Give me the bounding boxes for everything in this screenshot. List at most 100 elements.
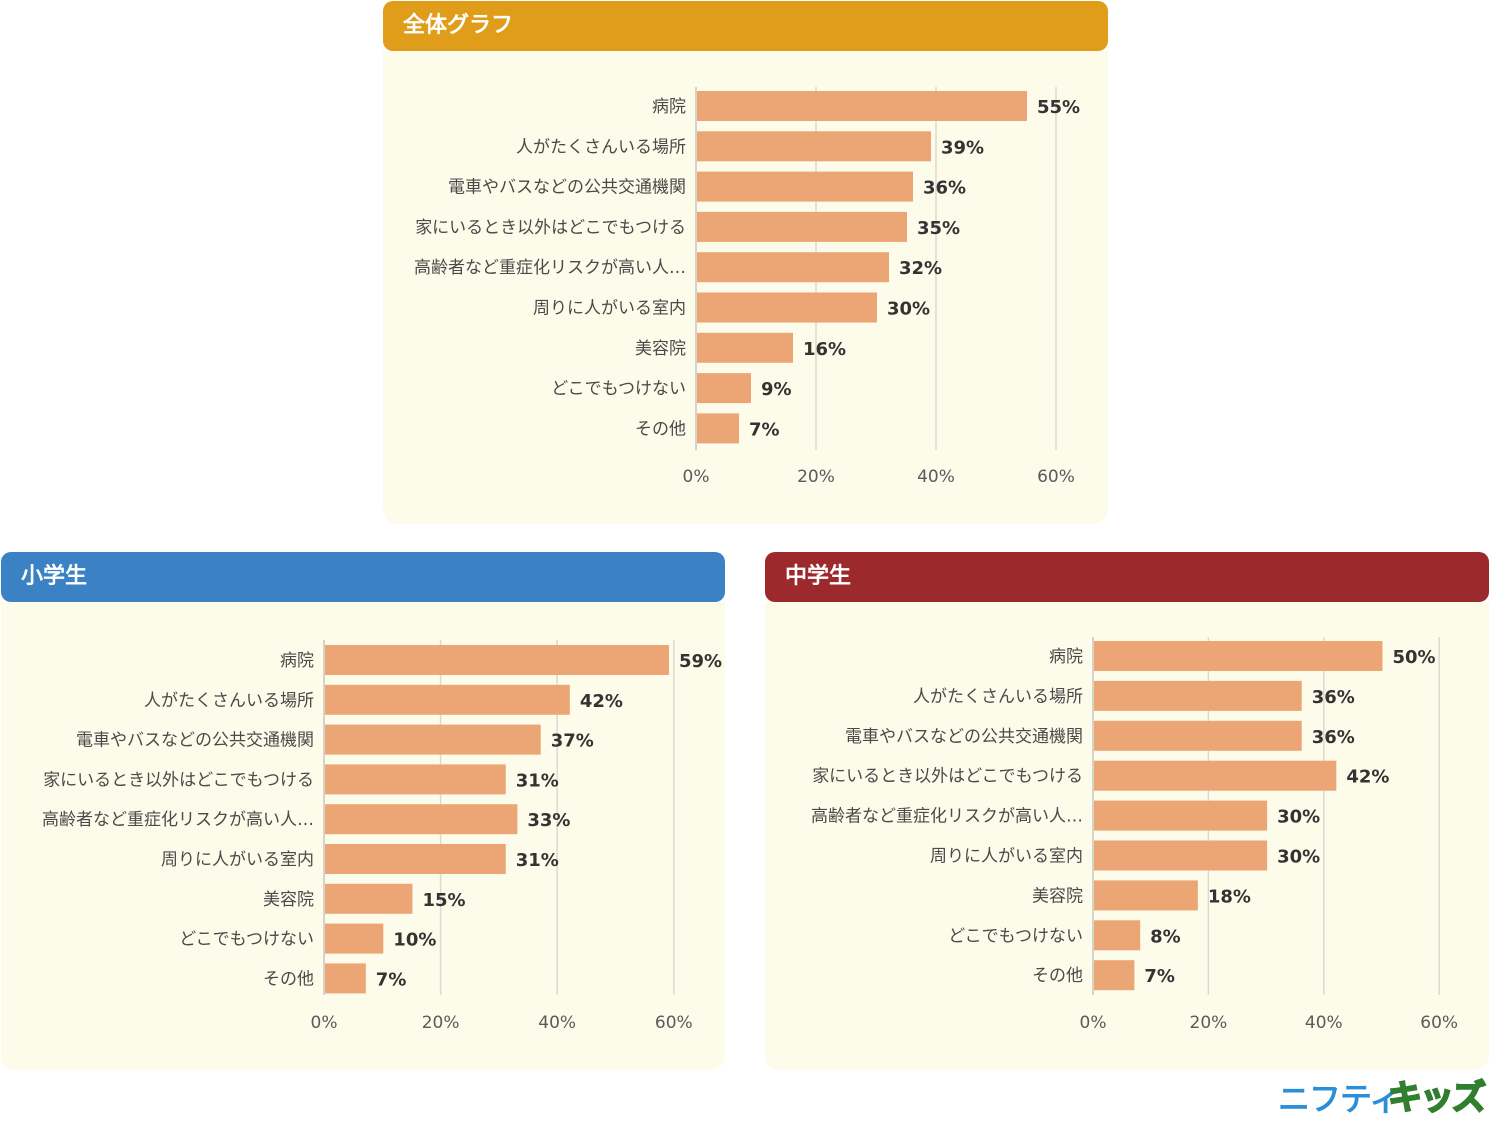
data-label: 36% [1312,727,1355,748]
panel-title: 全体グラフ [383,1,1108,51]
tick-label: 0% [311,1013,338,1033]
tick-label: 20% [422,1013,460,1033]
bar [697,211,907,242]
category-label: 人がたくさんいる場所 [144,691,314,711]
tick-label: 60% [655,1013,693,1033]
data-label: 37% [551,731,594,752]
bar [697,171,913,202]
data-label: 50% [1393,647,1436,668]
bar [697,373,751,404]
category-label: 病院 [652,97,686,117]
tick-label: 40% [1305,1013,1343,1033]
bar [1094,880,1198,911]
bar-chart-elementary: 0% 20% 40% 60% 病院 59% 人がたくさんいる場所 42% 電車やバスなどの公共交… [42,640,722,1033]
data-label: 18% [1208,886,1251,907]
category-label: 美容院 [635,339,686,359]
bar-chart-overall: 0% 20% 40% 60% 病院 55% 人がたくさんいる場所 39% 電車やバスなどの公共交… [414,87,1080,487]
tick-label: 60% [1037,467,1075,487]
bar [697,292,877,323]
tick-label: 60% [1420,1013,1458,1033]
category-label: その他 [1032,966,1083,986]
data-label: 59% [679,651,722,672]
panel-body [765,602,1489,1070]
panel-title: 小学生 [1,552,725,602]
category-label: 高齢者など重症化リスクが高い人… [414,258,686,278]
data-label: 39% [941,137,984,158]
category-label: どこでもつけない [179,930,314,950]
data-label: 35% [917,218,960,239]
data-label: 31% [516,850,559,871]
category-label: 周りに人がいる室内 [533,299,686,319]
bar [1094,720,1302,751]
category-label: 人がたくさんいる場所 [913,687,1083,707]
bar [325,883,413,914]
category-label: その他 [635,419,686,439]
panel-elementary: 小学生 0% 20% 40% 60% 病院 59% 人がたくさんいる場所 42% 電車やバスなど… [1,552,725,1070]
bar [325,645,669,675]
logo-text-kids: キッズ [1387,1077,1487,1119]
data-label: 36% [923,178,966,199]
tick-label: 20% [1190,1013,1228,1033]
category-label: 電車やバスなどの公共交通機関 [448,178,686,198]
category-label: その他 [263,969,314,989]
data-label: 15% [422,890,465,911]
category-label: 周りに人がいる室内 [930,847,1083,867]
panel-title: 中学生 [765,552,1489,602]
data-label: 32% [899,258,942,279]
data-label: 30% [887,299,930,320]
bar [1094,920,1141,951]
category-label: 高齢者など重症化リスクが高い人… [811,807,1083,827]
category-label: 家にいるとき以外はどこでもつける [43,770,314,790]
bar [697,413,739,444]
category-label: 家にいるとき以外はどこでもつける [812,767,1083,787]
data-label: 42% [580,691,623,712]
niftykids-logo: ニフティ キッズ [1278,1072,1487,1119]
data-label: 7% [749,419,780,440]
data-label: 10% [393,930,436,951]
category-label: 美容院 [1032,886,1083,906]
tick-label: 20% [797,467,835,487]
bar [325,963,366,994]
data-label: 31% [516,770,559,791]
bar [325,804,518,835]
category-label: 家にいるとき以外はどこでもつける [415,218,686,238]
bar [325,844,506,874]
category-label: どこでもつけない [551,379,686,399]
bar [1094,840,1268,871]
tick-label: 40% [538,1013,576,1033]
category-label: 病院 [280,651,314,671]
logo-text-nifty: ニフティ [1278,1080,1401,1118]
category-label: どこでもつけない [948,926,1083,946]
data-label: 30% [1277,847,1320,868]
category-label: 周りに人がいる室内 [161,850,314,870]
data-label: 30% [1277,807,1320,828]
category-label: 病院 [1049,647,1083,667]
tick-label: 0% [1080,1013,1107,1033]
data-label: 7% [1144,966,1175,987]
data-label: 36% [1312,687,1355,708]
data-label: 55% [1037,97,1080,118]
bar [325,764,506,795]
data-label: 16% [803,339,846,360]
data-label: 8% [1150,926,1181,947]
panel-body [383,51,1108,524]
bar-chart-junior-high: 0% 20% 40% 60% 病院 50% 人がたくさんいる場所 36% 電車やバスなどの公共交… [811,637,1458,1033]
panel-junior-high: 中学生 0% 20% 40% 60% 病院 50% 人がたくさんいる場所 36% 電車やバスなど… [765,552,1489,1070]
bar [1094,680,1302,711]
category-label: 電車やバスなどの公共交通機関 [76,731,314,751]
bar [697,131,931,162]
category-label: 高齢者など重症化リスクが高い人… [42,810,314,830]
bar [1094,800,1268,831]
tick-label: 0% [683,467,710,487]
bar [1094,760,1337,791]
data-label: 9% [761,379,792,400]
bar [325,923,384,954]
category-label: 美容院 [263,890,314,910]
panel-overall: 全体グラフ 0% 20% 40% 60% 病院 55% 人がたくさんいる場所 39% 電車やバス… [383,1,1108,524]
data-label: 42% [1346,767,1389,788]
bar [325,724,541,755]
category-label: 人がたくさんいる場所 [516,137,686,157]
bar [697,252,889,283]
data-label: 7% [376,969,407,990]
bar [697,91,1027,121]
